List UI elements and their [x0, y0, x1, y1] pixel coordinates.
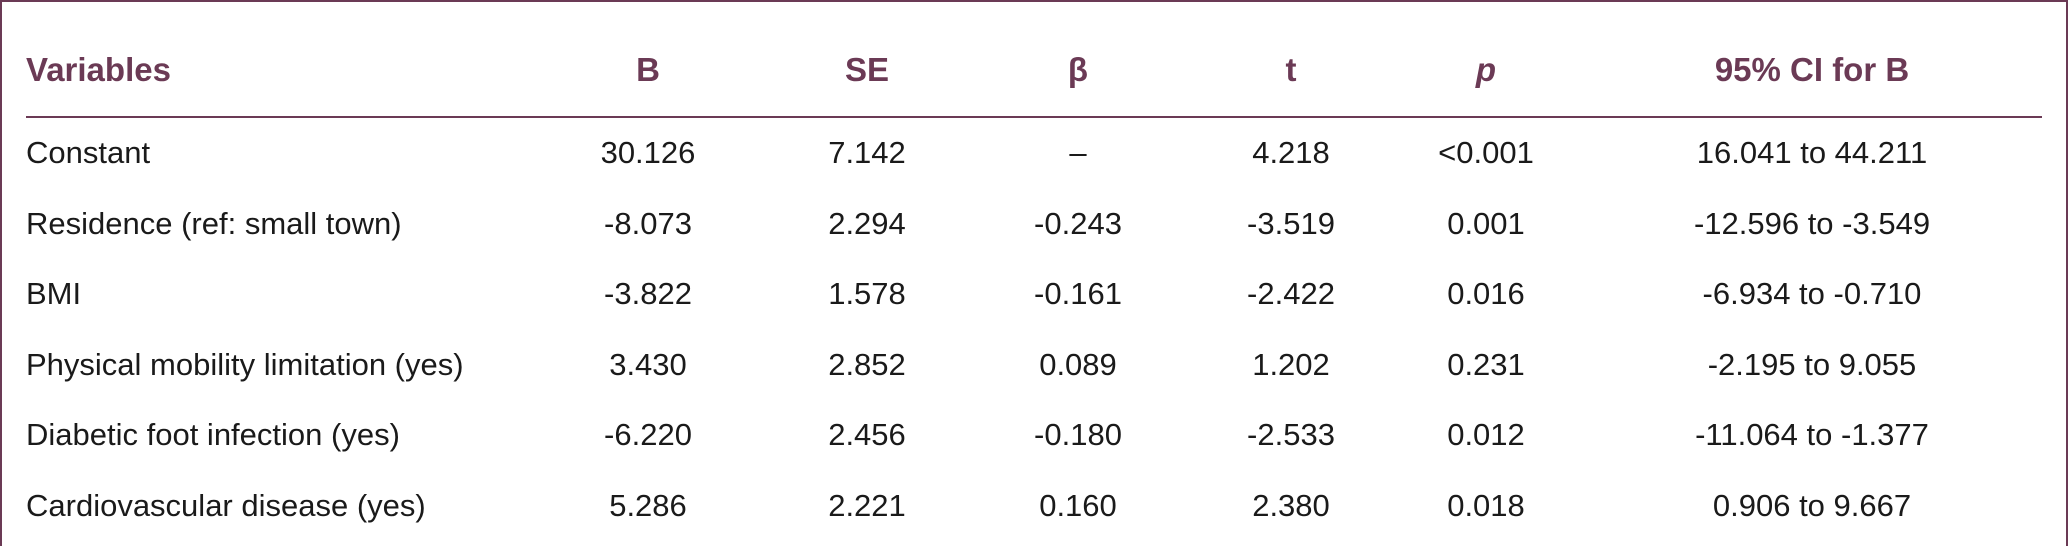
cell-p: 0.016: [1447, 276, 1525, 312]
cell-b: 5.286: [609, 487, 687, 523]
table-row: Diabetic foot infection (yes) -6.220 2.4…: [26, 400, 2042, 471]
header-ci: 95% CI for B: [1582, 24, 2042, 118]
cell-se: 1.578: [828, 276, 906, 312]
cell-ci: -2.195 to 9.055: [1707, 346, 1917, 382]
header-beta: β: [964, 24, 1192, 118]
cell-variable: Constant: [26, 135, 151, 171]
cell-variable: Physical mobility limitation (yes): [26, 346, 464, 382]
header-se: SE: [770, 24, 964, 118]
cell-ci: 0.906 to 9.667: [1712, 487, 1912, 523]
cell-p: 0.001: [1447, 205, 1525, 241]
cell-variable: BMI: [26, 276, 82, 312]
header-p: p: [1390, 24, 1582, 118]
cell-b: 3.430: [609, 346, 687, 382]
cell-b: -3.822: [604, 276, 692, 312]
cell-b: -8.073: [604, 205, 692, 241]
cell-t: -2.533: [1247, 417, 1335, 453]
cell-beta: 0.160: [1039, 487, 1117, 523]
cell-beta: -0.161: [1034, 276, 1122, 312]
header-t: t: [1192, 24, 1390, 118]
cell-ci: -6.934 to -0.710: [1702, 276, 1922, 312]
cell-beta: -0.180: [1034, 417, 1122, 453]
cell-variable: Diabetic foot infection (yes): [26, 417, 400, 453]
cell-ci: -12.596 to -3.549: [1693, 205, 1931, 241]
cell-t: 4.218: [1252, 135, 1330, 171]
cell-p: 0.018: [1447, 487, 1525, 523]
cell-t: 2.380: [1252, 487, 1330, 523]
cell-t: 1.202: [1252, 346, 1330, 382]
cell-p: <0.001: [1438, 135, 1534, 171]
regression-table: Variables B SE β t p 95% CI for B Consta…: [26, 24, 2042, 541]
header-variables: Variables: [26, 24, 526, 118]
cell-se: 2.852: [828, 346, 906, 382]
cell-se: 2.294: [828, 205, 906, 241]
header-row: Variables B SE β t p 95% CI for B: [26, 24, 2042, 118]
cell-se: 2.221: [828, 487, 906, 523]
cell-beta: –: [1069, 135, 1087, 171]
cell-p: 0.231: [1447, 346, 1525, 382]
cell-t: -2.422: [1247, 276, 1335, 312]
cell-variable: Residence (ref: small town): [26, 205, 402, 241]
header-b: B: [526, 24, 770, 118]
cell-p: 0.012: [1447, 417, 1525, 453]
cell-beta: 0.089: [1039, 346, 1117, 382]
cell-ci: -11.064 to -1.377: [1695, 417, 1929, 453]
table-row: Constant 30.126 7.142 – 4.218 <0.001 16.…: [26, 117, 2042, 189]
cell-beta: -0.243: [1034, 205, 1122, 241]
cell-t: -3.519: [1247, 205, 1335, 241]
table-row: Physical mobility limitation (yes) 3.430…: [26, 330, 2042, 401]
cell-ci: 16.041 to 44.211: [1696, 135, 1928, 171]
cell-b: -6.220: [604, 417, 692, 453]
cell-se: 7.142: [828, 135, 906, 171]
table-row: BMI -3.822 1.578 -0.161 -2.422 0.016 -6.…: [26, 259, 2042, 330]
cell-se: 2.456: [828, 417, 906, 453]
cell-b: 30.126: [600, 135, 696, 171]
cell-variable: Cardiovascular disease (yes): [26, 487, 426, 523]
table-row: Residence (ref: small town) -8.073 2.294…: [26, 189, 2042, 260]
table-row: Cardiovascular disease (yes) 5.286 2.221…: [26, 471, 2042, 542]
